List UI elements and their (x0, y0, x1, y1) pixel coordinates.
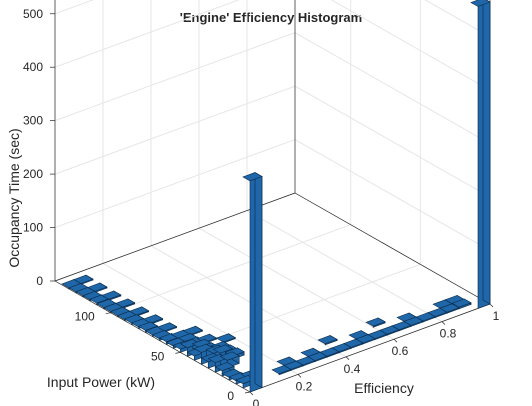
bar-face-top (317, 335, 338, 345)
axes-edge (294, 192, 491, 305)
x-tick-mark (441, 321, 446, 325)
z-tick-label: 400 (23, 60, 43, 74)
histogram-bar (87, 282, 108, 293)
x-tick-mark (249, 391, 254, 396)
chart-title: 'Engine' Efficiency Histogram (180, 10, 362, 25)
grid-line-z-side (294, 85, 491, 198)
grid-line-z-back (54, 139, 296, 229)
histogram-bar (427, 307, 448, 319)
histogram-bar (451, 298, 472, 310)
y-tick-label: 0 (227, 389, 234, 403)
histogram-bar (470, 0, 491, 309)
y-tick-label: 100 (75, 310, 95, 324)
bar-face-top (128, 306, 150, 316)
tick-labels: 0 0.2 0.4 0.6 0.8 1 0 50 100 0 100 200 300 400 500 (23, 7, 500, 406)
x-tick-label: 0.6 (392, 344, 409, 358)
x-tick-mark (345, 356, 350, 361)
x-tick-label: 1 (493, 309, 500, 323)
histogram-bar (215, 333, 237, 344)
histogram-bar (317, 334, 338, 346)
grid-line-z-back (54, 0, 240, 68)
grid-line-x-floor (102, 262, 299, 375)
y-tick-mark (105, 312, 111, 315)
bar-face-top (115, 298, 136, 308)
grid-line-z-side (294, 32, 491, 145)
histogram-bar (242, 171, 263, 393)
z-tick-label: 0 (36, 274, 43, 288)
histogram-bar (439, 303, 460, 314)
bar-face-top (242, 172, 263, 182)
grid-line-x-floor (198, 227, 395, 340)
grid-line-z-back (54, 32, 296, 122)
bar-face-top (212, 344, 233, 354)
bar-face-side (482, 0, 491, 305)
x-tick-label: 0.8 (440, 327, 457, 341)
z-tick-label: 100 (23, 221, 43, 235)
bar-face-top (214, 362, 235, 372)
x-tick-label: 0.4 (344, 362, 361, 376)
x-tick-mark (297, 374, 302, 378)
bar-face-top (156, 322, 178, 332)
y-tick-mark (175, 352, 181, 354)
histogram-bar (115, 298, 136, 309)
histogram-bar (73, 274, 94, 285)
x-tick-label: 0 (253, 397, 260, 406)
bar-face-top (439, 303, 460, 313)
grid-line-z-side (294, 139, 491, 251)
histogram-bar (365, 317, 386, 328)
grid-line-x-floor (150, 245, 347, 358)
z-tick-label: 200 (23, 167, 43, 181)
bar-face-top (101, 290, 122, 300)
bars-layer (61, 0, 491, 393)
bar-face-top (87, 282, 108, 292)
bar-face-top (142, 314, 164, 324)
x-tick-mark (393, 338, 398, 343)
y-tick-mark (244, 391, 251, 394)
bar-face-top (470, 0, 491, 7)
z-axis-label: Occupancy Time (sec) (6, 128, 22, 267)
bar-face-top (215, 333, 237, 343)
bar-face-top (219, 351, 240, 361)
grid-line-z-side (424, 0, 491, 38)
x-axis-label: Efficiency (354, 380, 414, 396)
bar-face-top (182, 325, 204, 335)
histogram-bar (101, 290, 122, 301)
x-tick-label: 0.2 (296, 379, 313, 393)
y-axis-label: Input Power (kW) (47, 374, 155, 390)
grid-line-z-back (54, 85, 296, 175)
histogram-bar (182, 325, 204, 337)
y-tick-label: 50 (151, 349, 165, 363)
grid-line-x-floor (246, 210, 443, 323)
bar-face-top (137, 321, 159, 331)
bar-face-side (254, 171, 263, 389)
grid-line-y-floor (110, 224, 351, 314)
histogram-bar (142, 314, 164, 325)
axes-edge (249, 303, 491, 393)
bar-face-top (365, 317, 386, 327)
bar-face-top (73, 274, 94, 284)
z-tick-label: 500 (23, 7, 43, 21)
x-tick-mark (489, 303, 494, 308)
grid-line-z-side (330, 0, 491, 91)
bar-face-top (451, 298, 472, 308)
z-tick-label: 300 (23, 114, 43, 128)
